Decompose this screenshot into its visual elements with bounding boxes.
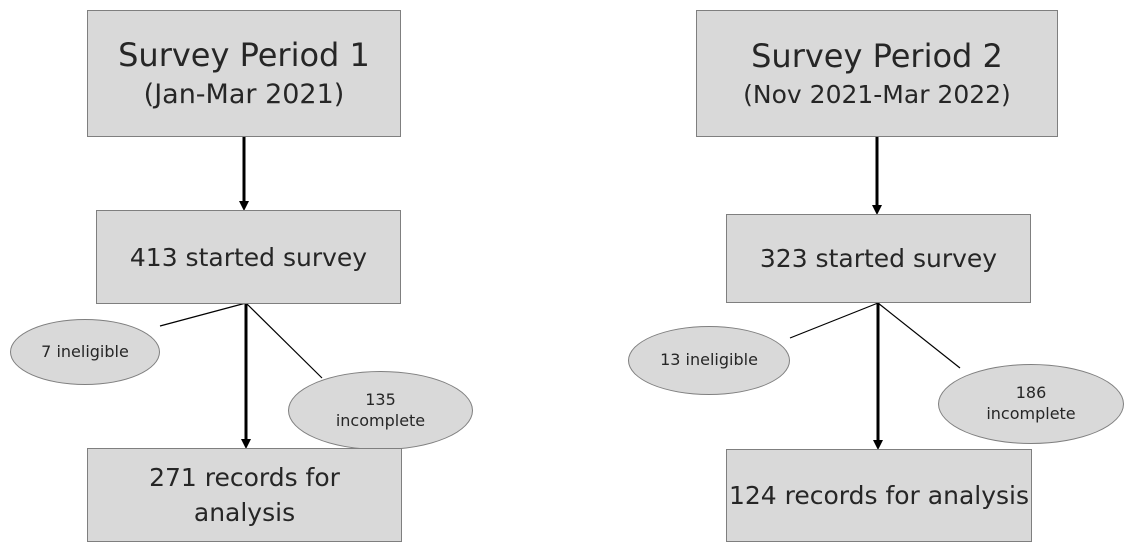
ineligible-1-ellipse: 7 ineligible bbox=[10, 319, 160, 385]
incomplete-1-label: incomplete bbox=[335, 410, 426, 430]
survey-period-1-box: Survey Period 1 (Jan-Mar 2021) bbox=[87, 10, 401, 137]
analysis-1-box: 271 records for analysis bbox=[87, 448, 402, 542]
line-started2-to-ineligible bbox=[789, 302, 879, 339]
started-survey-1-label: 413 started survey bbox=[129, 242, 368, 272]
ineligible-1-label: 7 ineligible bbox=[41, 341, 129, 361]
ineligible-2-ellipse: 13 ineligible bbox=[628, 326, 790, 395]
incomplete-1-count: 135 bbox=[365, 389, 396, 409]
started-survey-2-box: 323 started survey bbox=[726, 214, 1031, 303]
survey-period-2-dates: (Nov 2021-Mar 2022) bbox=[743, 80, 1011, 110]
incomplete-2-ellipse: 186 incomplete bbox=[938, 364, 1124, 444]
survey-period-1-dates: (Jan-Mar 2021) bbox=[143, 78, 345, 110]
analysis-2-box: 124 records for analysis bbox=[726, 449, 1032, 542]
incomplete-2-label: incomplete bbox=[986, 404, 1076, 423]
line-started2-to-incomplete bbox=[877, 302, 961, 369]
survey-period-2-title: Survey Period 2 bbox=[751, 37, 1003, 76]
analysis-1-line2: analysis bbox=[193, 498, 296, 527]
survey-period-1-title: Survey Period 1 bbox=[118, 35, 370, 74]
line-started1-to-incomplete bbox=[245, 302, 323, 379]
line-started1-to-ineligible bbox=[159, 302, 247, 327]
ineligible-2-label: 13 ineligible bbox=[660, 350, 758, 370]
survey-period-2-box: Survey Period 2 (Nov 2021-Mar 2022) bbox=[696, 10, 1058, 137]
incomplete-2-count: 186 bbox=[1015, 383, 1047, 403]
incomplete-1-ellipse: 135 incomplete bbox=[288, 371, 473, 450]
analysis-1-line1: 271 records for bbox=[149, 463, 340, 492]
started-survey-2-label: 323 started survey bbox=[759, 244, 998, 273]
started-survey-1-box: 413 started survey bbox=[96, 210, 401, 304]
analysis-2-line1: 124 records for analysis bbox=[728, 481, 1030, 510]
